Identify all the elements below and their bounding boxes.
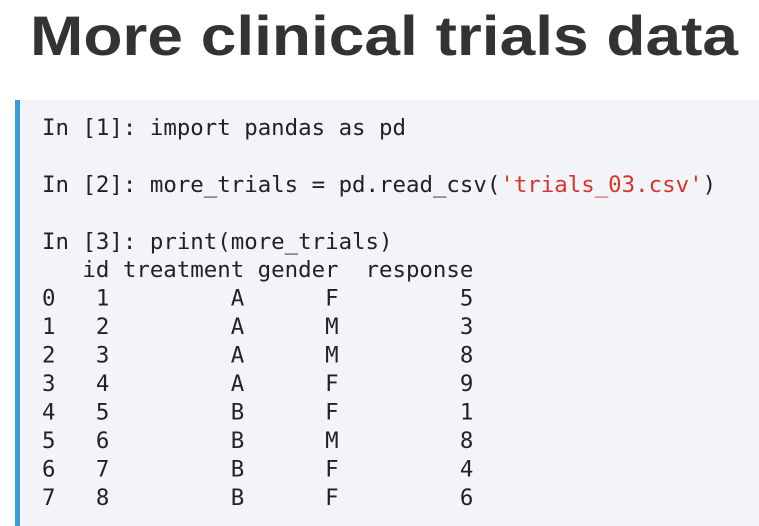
column-header: gender: [258, 257, 339, 283]
row-index: 7: [42, 485, 55, 511]
table-cell: 4: [460, 457, 473, 483]
table-cell: 6: [460, 485, 473, 511]
code-box-border: [15, 100, 20, 526]
table-cell: 5: [460, 286, 473, 312]
table-cell: 8: [96, 485, 109, 511]
code: more_trials = pd.read_csv(: [136, 172, 500, 198]
table-cell: M: [325, 428, 338, 454]
row-index: 4: [42, 400, 55, 426]
code-line: In [2]: more_trials = pd.read_csv('trial…: [42, 172, 716, 198]
table-cell: 1: [96, 286, 109, 312]
table-cell: 2: [96, 314, 109, 340]
code: import pandas as pd: [136, 115, 406, 141]
table-cell: 3: [96, 343, 109, 369]
code: print(more_trials): [136, 229, 392, 255]
table-cell: M: [325, 343, 338, 369]
table-cell: M: [325, 314, 338, 340]
table-cell: F: [325, 371, 338, 397]
table-cell: 1: [460, 400, 473, 426]
table-cell: 3: [460, 314, 473, 340]
table-cell: 6: [96, 428, 109, 454]
column-header: treatment: [123, 257, 244, 283]
table-cell: F: [325, 485, 338, 511]
table-cell: A: [231, 314, 245, 340]
row-index: 3: [42, 371, 55, 397]
row-index: 1: [42, 314, 55, 340]
code-line: In [1]: import pandas as pd: [42, 115, 406, 141]
table-cell: A: [231, 371, 245, 397]
table-cell: 5: [96, 400, 109, 426]
table-cell: 8: [460, 343, 473, 369]
table-cell: B: [231, 485, 244, 511]
table-cell: 9: [460, 371, 473, 397]
prompt: In [1]:: [42, 115, 136, 141]
table-cell: B: [231, 400, 244, 426]
slide-title: More clinical trials data: [30, 4, 739, 67]
string-literal: 'trials_03.csv': [500, 172, 702, 198]
code-box: [15, 100, 759, 526]
code: ): [703, 172, 716, 198]
prompt: In [3]:: [42, 229, 136, 255]
code-line: In [3]: print(more_trials): [42, 229, 393, 255]
table-cell: B: [231, 428, 244, 454]
column-header: response: [366, 257, 474, 283]
table-cell: A: [231, 343, 245, 369]
table-cell: F: [325, 457, 338, 483]
table-cell: F: [325, 286, 338, 312]
row-index: 0: [42, 286, 55, 312]
table-cell: F: [325, 400, 338, 426]
row-index: 5: [42, 428, 55, 454]
prompt: In [2]:: [42, 172, 136, 198]
table-cell: 7: [96, 457, 109, 483]
table-cell: 8: [460, 428, 473, 454]
column-header: id: [82, 257, 109, 283]
code-area: In [1]: import pandas as pd In [2]: more_…: [42, 115, 716, 511]
table-cell: B: [231, 457, 244, 483]
row-index: 2: [42, 343, 55, 369]
row-index: 6: [42, 457, 55, 483]
table-cell: A: [231, 286, 245, 312]
table-cell: 4: [96, 371, 109, 397]
